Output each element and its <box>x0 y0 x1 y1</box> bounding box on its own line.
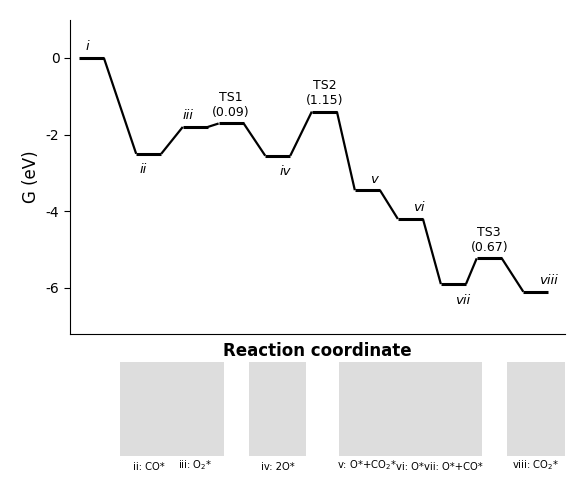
Text: v: O*+CO$_2$*: v: O*+CO$_2$* <box>338 459 398 472</box>
Text: v: v <box>370 172 378 186</box>
FancyBboxPatch shape <box>425 362 482 456</box>
Text: TS3
(0.67): TS3 (0.67) <box>470 226 508 254</box>
Text: vii: O*+CO*: vii: O*+CO* <box>424 463 483 472</box>
Text: viii: viii <box>539 274 558 287</box>
Text: TS1
(0.09): TS1 (0.09) <box>212 91 250 119</box>
Text: iii: O$_2$*: iii: O$_2$* <box>178 459 212 472</box>
FancyBboxPatch shape <box>382 362 439 456</box>
Text: vi: vi <box>413 201 425 214</box>
Text: ii: ii <box>140 164 147 176</box>
FancyBboxPatch shape <box>249 362 307 456</box>
FancyBboxPatch shape <box>120 362 178 456</box>
Text: i: i <box>86 40 90 54</box>
Text: iii: iii <box>183 109 193 122</box>
Text: vi: O*: vi: O* <box>396 463 424 472</box>
Text: iv: 2O*: iv: 2O* <box>261 463 294 472</box>
X-axis label: Reaction coordinate: Reaction coordinate <box>223 342 411 360</box>
FancyBboxPatch shape <box>507 362 565 456</box>
Text: ii: CO*: ii: CO* <box>133 463 165 472</box>
Text: viii: CO$_2$*: viii: CO$_2$* <box>512 459 559 472</box>
Text: vii: vii <box>455 294 470 307</box>
Text: TS2
(1.15): TS2 (1.15) <box>306 79 343 107</box>
Text: iv: iv <box>279 165 291 178</box>
FancyBboxPatch shape <box>166 362 224 456</box>
Y-axis label: G (eV): G (eV) <box>22 150 40 203</box>
FancyBboxPatch shape <box>339 362 396 456</box>
